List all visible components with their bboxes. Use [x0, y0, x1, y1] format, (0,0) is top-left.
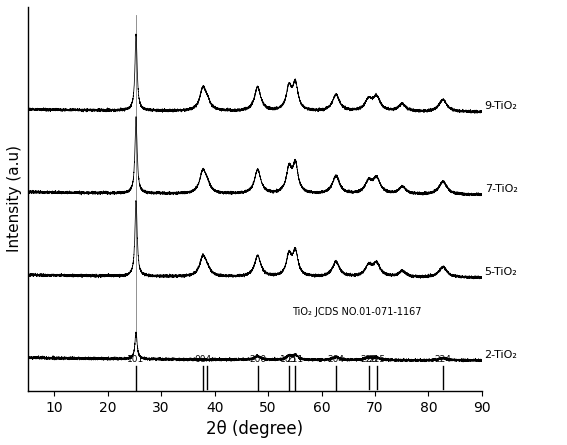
Text: 2-TiO₂: 2-TiO₂ [485, 350, 518, 360]
Text: 7-TiO₂: 7-TiO₂ [485, 184, 518, 194]
Text: 224: 224 [434, 356, 451, 364]
Text: 004: 004 [194, 356, 211, 364]
Text: 204: 204 [328, 356, 345, 364]
Text: 200: 200 [249, 356, 266, 364]
Text: 105: 105 [280, 356, 298, 364]
Y-axis label: Intensity (a.u): Intensity (a.u) [7, 146, 22, 252]
X-axis label: 2θ (degree): 2θ (degree) [206, 420, 303, 438]
Text: 5-TiO₂: 5-TiO₂ [485, 267, 517, 277]
Text: 211: 211 [287, 356, 304, 364]
Text: 9-TiO₂: 9-TiO₂ [485, 101, 518, 111]
Text: TiO₂ JCDS NO.01-071-1167: TiO₂ JCDS NO.01-071-1167 [292, 307, 422, 317]
Text: 215: 215 [368, 356, 385, 364]
Text: 220: 220 [360, 356, 377, 364]
Text: 101: 101 [128, 356, 145, 364]
